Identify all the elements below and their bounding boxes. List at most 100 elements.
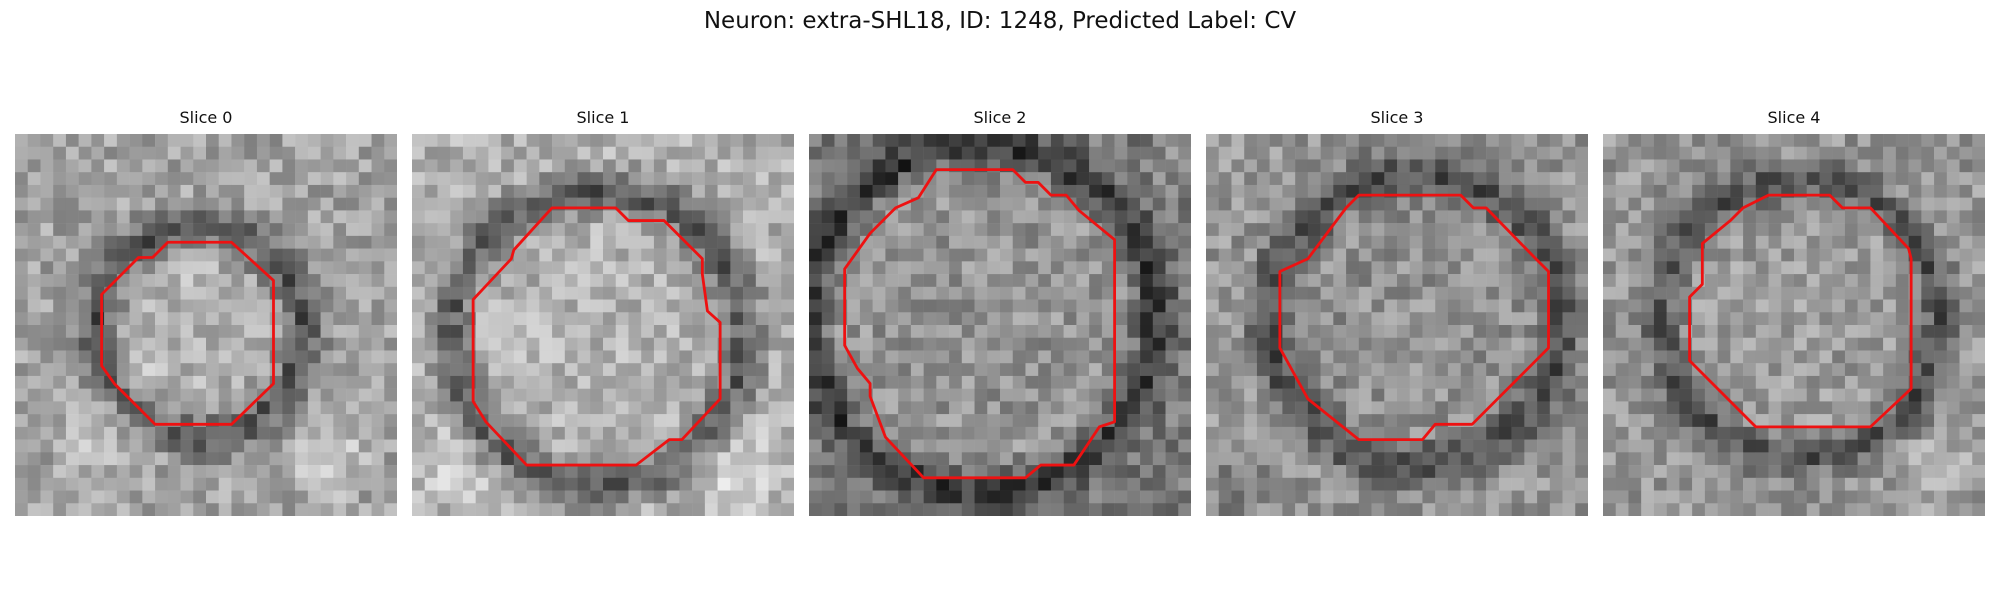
pixel <box>206 325 219 338</box>
pixel <box>116 325 130 338</box>
pixel <box>1755 325 1769 338</box>
pixel <box>116 465 130 479</box>
pixel <box>872 261 886 275</box>
pixel <box>231 414 245 428</box>
pixel <box>1870 477 1884 491</box>
pixel <box>412 401 425 415</box>
pixel <box>462 401 476 415</box>
pixel <box>1641 363 1655 377</box>
pixel <box>1101 261 1115 275</box>
pixel <box>501 223 515 237</box>
pixel <box>679 363 693 377</box>
pixel <box>1269 439 1283 453</box>
pixel <box>1038 414 1052 428</box>
pixel <box>1358 452 1372 466</box>
pixel <box>859 172 873 186</box>
pixel <box>1256 363 1270 377</box>
pixel <box>65 197 79 211</box>
pixel <box>1409 248 1423 262</box>
pixel <box>1653 465 1667 479</box>
pixel <box>1089 388 1103 402</box>
pixel <box>1575 299 1588 313</box>
pixel <box>1603 337 1616 351</box>
pixel <box>1498 401 1512 415</box>
pixel <box>1679 274 1693 288</box>
pixel <box>1244 286 1258 300</box>
pixel <box>1641 490 1655 504</box>
pixel <box>1000 261 1013 275</box>
pixel <box>653 465 667 479</box>
pixel <box>346 235 360 249</box>
pixel <box>1012 465 1026 479</box>
pixel <box>961 274 975 288</box>
pixel <box>1295 503 1309 516</box>
pixel <box>1101 363 1115 377</box>
pixel <box>1679 401 1693 415</box>
pixel <box>1717 452 1731 466</box>
pixel <box>1218 401 1232 415</box>
pixel <box>167 350 181 364</box>
pixel <box>641 337 655 351</box>
pixel <box>768 299 782 313</box>
pixel <box>231 465 245 479</box>
pixel <box>564 490 578 504</box>
pixel <box>1781 325 1795 338</box>
pixel <box>1730 388 1744 402</box>
pixel <box>847 159 861 173</box>
pixel <box>282 134 296 147</box>
pixel <box>1063 490 1077 504</box>
pixel <box>615 477 629 491</box>
pixel <box>1152 426 1166 440</box>
pixel <box>15 210 28 224</box>
pixel <box>1615 286 1629 300</box>
pixel <box>320 363 334 377</box>
pixel <box>628 375 642 389</box>
pixel <box>1358 134 1372 147</box>
pixel <box>1934 375 1948 389</box>
pixel <box>1012 223 1026 237</box>
pixel <box>1870 439 1884 453</box>
pixel <box>1641 414 1655 428</box>
pixel <box>15 261 28 275</box>
pixel <box>450 503 464 516</box>
pixel <box>615 248 629 262</box>
pixel <box>513 210 527 224</box>
pixel <box>692 146 706 160</box>
pixel <box>961 490 975 504</box>
pixel <box>1282 337 1296 351</box>
pixel <box>206 388 219 402</box>
pixel <box>1460 477 1474 491</box>
pixel <box>1206 439 1219 453</box>
pixel <box>1114 261 1128 275</box>
pixel <box>590 159 604 173</box>
pixel <box>910 414 924 428</box>
pixel <box>679 134 693 147</box>
pixel <box>256 337 270 351</box>
pixel <box>1231 426 1245 440</box>
pixel <box>1743 375 1757 389</box>
pixel <box>116 286 130 300</box>
pixel <box>1794 388 1807 402</box>
pixel <box>78 312 92 326</box>
pixel <box>358 210 372 224</box>
pixel <box>1666 325 1680 338</box>
pixel <box>898 477 912 491</box>
pixel <box>1704 210 1718 224</box>
pixel <box>1114 465 1128 479</box>
pixel <box>577 235 591 249</box>
pixel <box>1603 312 1616 326</box>
pixel <box>155 363 169 377</box>
pixel <box>142 490 156 504</box>
pixel <box>666 134 680 147</box>
pixel <box>1511 223 1525 237</box>
pixel <box>834 210 848 224</box>
pixel <box>539 452 553 466</box>
pixel <box>1050 197 1064 211</box>
pixel <box>412 134 425 147</box>
slice-panel-2: Slice 2 <box>809 108 1191 518</box>
pixel <box>781 210 794 224</box>
pixel <box>615 325 629 338</box>
pixel <box>692 134 706 147</box>
pixel <box>1447 439 1461 453</box>
pixel <box>450 223 464 237</box>
